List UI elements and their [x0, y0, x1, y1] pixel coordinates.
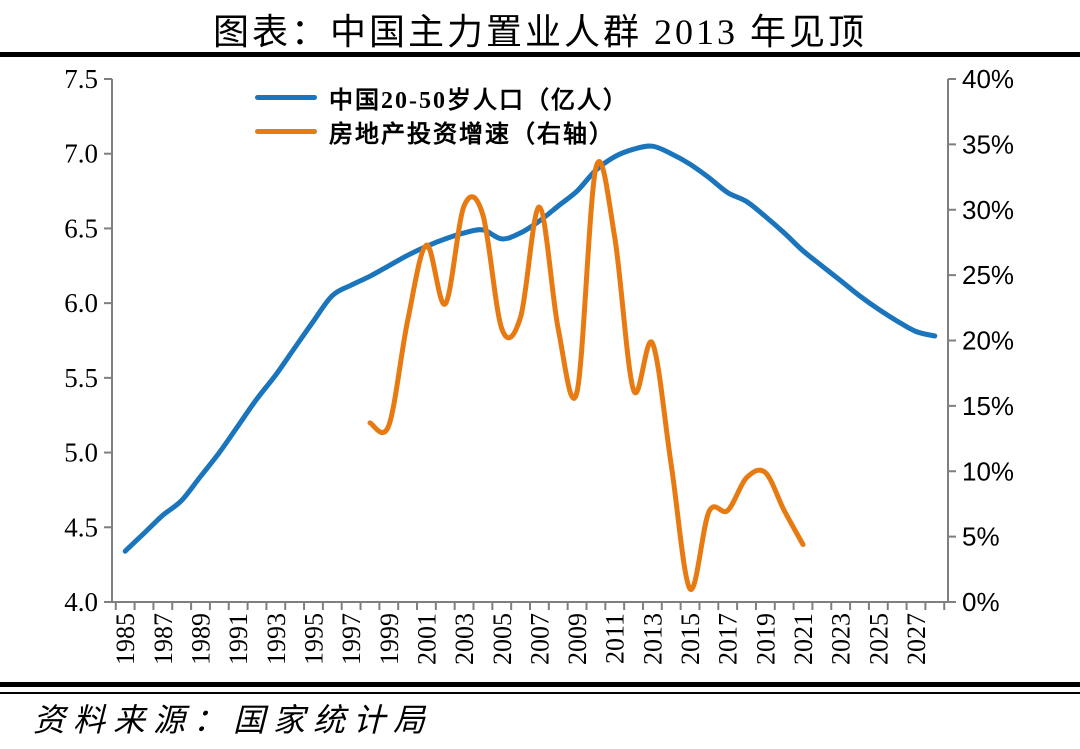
legend-label-population: 中国20-50岁人口（亿人） — [329, 87, 629, 114]
right-axis-tick-label: 15% — [962, 391, 1014, 421]
investment-line-marker-icon — [255, 128, 317, 134]
x-axis-tick-label: 2015 — [676, 613, 705, 665]
left-axis-tick-label: 7.5 — [64, 64, 98, 94]
left-axis-tick-label: 7.0 — [64, 139, 98, 169]
x-axis-tick-label: 2009 — [563, 613, 592, 665]
left-axis-tick-label: 5.5 — [64, 363, 98, 393]
right-axis-tick-label: 10% — [962, 456, 1014, 486]
x-axis-tick-label: 1987 — [149, 613, 178, 665]
x-axis-tick-label: 2007 — [525, 613, 554, 665]
x-axis-tick-label: 1991 — [224, 613, 253, 665]
x-axis-tick-label: 2001 — [412, 613, 441, 665]
left-axis-tick-label: 4.0 — [64, 587, 98, 617]
bottom-rule-thin — [0, 692, 1080, 694]
chart-title: 图表：中国主力置业人群 2013 年见顶 — [212, 12, 867, 52]
x-axis-tick-label: 2023 — [827, 613, 856, 665]
bottom-rule — [0, 682, 1080, 687]
x-axis-tick-label: 2021 — [789, 613, 818, 665]
x-axis-tick-label: 2013 — [638, 613, 667, 665]
source-note: 资料来源：国家统计局 — [33, 702, 434, 738]
x-axis-tick-label: 2027 — [902, 613, 931, 665]
legend-item-population: 中国20-50岁人口（亿人） — [255, 80, 629, 114]
right-axis-tick-label: 5% — [962, 522, 1000, 552]
x-axis-tick-label: 2005 — [488, 613, 517, 665]
x-axis-tick-label: 2019 — [751, 613, 780, 665]
legend-label-investment: 房地产投资增速（右轴） — [329, 121, 615, 148]
x-axis-tick-label: 2025 — [864, 613, 893, 665]
legend: 中国20-50岁人口（亿人） 房地产投资增速（右轴） — [255, 80, 629, 148]
right-axis-tick-label: 0% — [962, 587, 1000, 617]
legend-item-investment: 房地产投资增速（右轴） — [255, 114, 629, 148]
x-axis-tick-label: 1985 — [111, 613, 140, 665]
x-axis-tick-label: 2017 — [714, 613, 743, 665]
x-axis-tick-label: 1989 — [187, 613, 216, 665]
x-axis-tick-label: 1999 — [375, 613, 404, 665]
right-axis-tick-label: 25% — [962, 260, 1014, 290]
right-axis-tick-label: 40% — [962, 64, 1014, 94]
top-rule — [0, 52, 1080, 57]
left-axis-tick-label: 6.0 — [64, 288, 98, 318]
left-axis-tick-label: 6.5 — [64, 213, 98, 243]
x-axis-tick-label: 2003 — [450, 613, 479, 665]
right-axis-tick-label: 20% — [962, 326, 1014, 356]
right-axis-tick-label: 35% — [962, 129, 1014, 159]
x-axis-tick-label: 1993 — [262, 613, 291, 665]
population-line-marker-icon — [255, 94, 317, 100]
series-line-0 — [122, 143, 938, 554]
x-axis-tick-label: 2011 — [601, 613, 630, 664]
x-axis-tick-label: 1995 — [300, 613, 329, 665]
series-line-1 — [367, 159, 806, 592]
left-axis-tick-label: 5.0 — [64, 438, 98, 468]
left-axis-tick-label: 4.5 — [64, 512, 98, 542]
right-axis-tick-label: 30% — [962, 195, 1014, 225]
x-axis-tick-label: 1997 — [337, 613, 366, 665]
